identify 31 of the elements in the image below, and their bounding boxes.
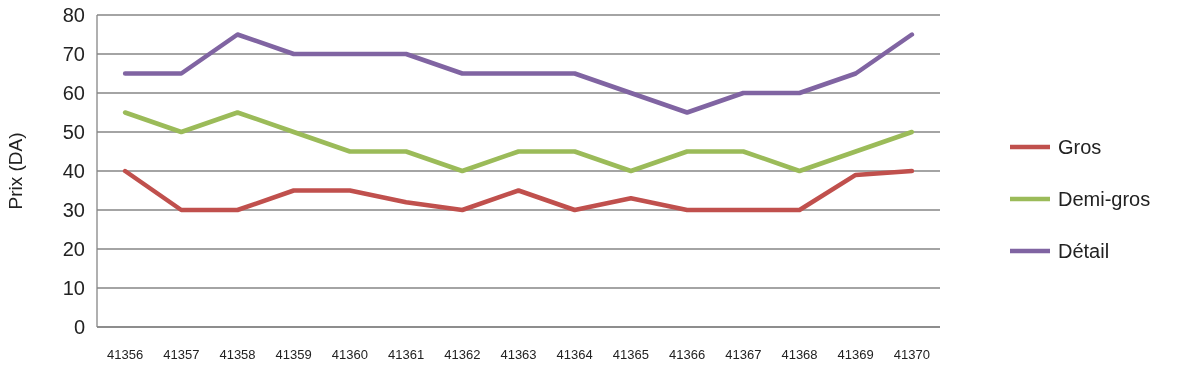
y-tick-label: 30 <box>62 199 85 221</box>
line-series <box>122 168 915 213</box>
y-tick-label: 20 <box>62 238 85 260</box>
x-tick-label: 41365 <box>612 347 649 362</box>
x-tick-label: 41366 <box>669 347 706 362</box>
legend-label: Détail <box>1058 240 1110 262</box>
line-series <box>122 32 915 115</box>
x-tick-label: 41363 <box>500 347 537 362</box>
y-axis-title: Prix (DA) <box>5 132 26 210</box>
y-tick-label: 60 <box>62 82 85 104</box>
x-tick-label: 41369 <box>837 347 874 362</box>
x-tick-label: 41360 <box>331 347 368 362</box>
x-tick-label: 41357 <box>163 347 200 362</box>
y-tick-label: 40 <box>62 160 85 182</box>
y-tick-label: 0 <box>73 316 85 338</box>
x-tick-label: 41370 <box>893 347 930 362</box>
x-tick-label: 41361 <box>388 347 425 362</box>
x-tick-label: 41364 <box>556 347 593 362</box>
x-tick-label: 41368 <box>781 347 818 362</box>
x-tick-label: 41356 <box>107 347 144 362</box>
line-series <box>122 110 915 174</box>
x-tick-label: 41359 <box>275 347 312 362</box>
y-tick-label: 10 <box>62 277 85 299</box>
legend-label: Demi-gros <box>1058 188 1151 210</box>
x-tick-label: 41367 <box>725 347 762 362</box>
legend-label: Gros <box>1058 136 1102 158</box>
y-tick-label: 50 <box>62 121 85 143</box>
y-tick-label: 70 <box>62 43 85 65</box>
y-tick-label: 80 <box>62 4 85 26</box>
x-tick-label: 41358 <box>219 347 256 362</box>
x-tick-label: 41362 <box>444 347 481 362</box>
